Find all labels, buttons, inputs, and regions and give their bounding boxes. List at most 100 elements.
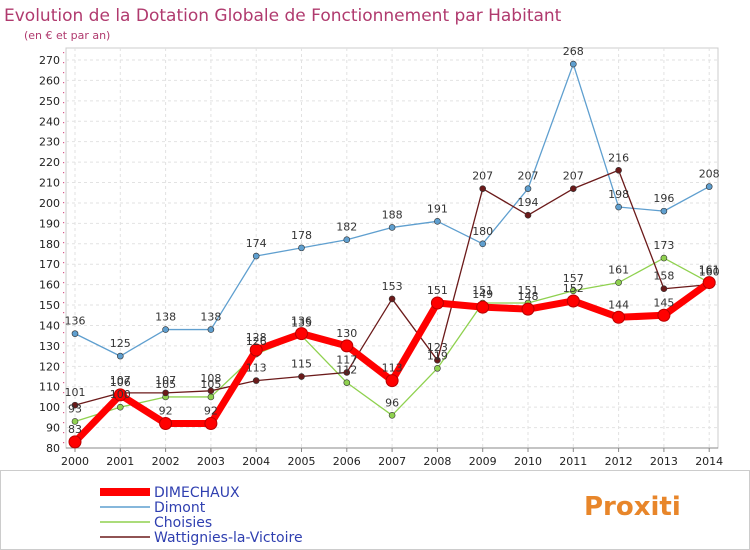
data-label-wattignies-la-victoire: 113 [246,362,267,375]
axis-dot [63,92,65,94]
data-point-wattignies-la-victoire [615,166,622,174]
data-label-choisies: 119 [427,349,448,362]
data-label-dimechaux: 161 [699,264,720,277]
axis-dot [63,352,65,354]
axis-dot [63,142,65,144]
data-point-dimont [660,207,668,215]
data-point-dimont [524,185,532,192]
data-point-choisies [71,418,79,425]
x-tick-label: 2012 [605,455,633,468]
data-label-wattignies-la-victoire: 107 [155,374,176,387]
axis-dot [63,182,65,184]
axis-dot [63,262,65,264]
axis-dot [63,162,65,164]
data-point-dimont [569,60,577,68]
data-point-choisies [434,365,441,372]
axis-dot [63,232,65,234]
data-point-wattignies-la-victoire [162,389,169,397]
data-point-dimechaux [68,435,82,449]
axis-dot [63,422,65,424]
data-label-dimont: 136 [65,315,86,328]
data-label-wattignies-la-victoire: 160 [699,266,720,279]
x-tick-label: 2013 [650,455,678,468]
series-layer [68,60,716,449]
data-label-dimont: 174 [246,237,267,250]
data-label-choisies: 96 [385,396,399,409]
data-label-wattignies-la-victoire: 107 [110,374,131,387]
data-label-dimechaux: 145 [653,296,674,309]
y-tick-label: 120 [39,360,60,373]
data-point-dimont [117,352,124,360]
axis-dot [63,332,65,334]
data-label-dimont: 182 [336,221,357,234]
data-label-dimechaux: 106 [110,376,131,389]
data-label-choisies: 100 [110,388,131,401]
data-label-wattignies-la-victoire: 153 [382,280,403,293]
legend-label-dimont: Dimont [154,500,206,516]
axis-dot [63,122,65,124]
data-point-dimechaux [476,300,490,314]
data-label-dimont: 208 [699,168,720,181]
data-label-dimechaux: 92 [204,404,218,417]
data-label-dimechaux: 144 [608,298,629,311]
data-point-wattignies-la-victoire [434,356,441,364]
x-tick-label: 2007 [378,455,406,468]
y-tick-label: 110 [39,381,60,394]
data-label-wattignies-la-victoire: 108 [200,372,221,385]
data-label-choisies: 105 [200,378,221,391]
data-point-dimechaux [521,302,535,316]
data-label-dimechaux: 113 [382,362,403,375]
legend: DIMECHAUXDimontChoisiesWattignies-la-Vic… [100,485,303,546]
data-label-dimont: 196 [653,192,674,205]
axis-dot [63,192,65,194]
x-tick-label: 2008 [423,455,451,468]
axis-dot [63,102,65,104]
x-tick-label: 2004 [242,455,270,468]
data-point-dimechaux [385,374,399,388]
data-label-dimont: 268 [563,45,584,58]
axis-dot [63,52,65,54]
axis-dot [63,112,65,114]
data-point-dimont [71,330,79,337]
axis-dot [63,342,65,344]
data-label-dimechaux: 151 [427,284,448,297]
axis-dot [63,442,65,444]
x-tick-label: 2003 [197,455,225,468]
data-label-dimechaux: 149 [472,288,493,301]
data-label-dimont: 188 [382,208,403,221]
data-point-dimont [343,236,351,244]
axis-dot [63,312,65,314]
axis-dot [63,212,65,214]
data-label-dimechaux: 130 [336,327,357,340]
axis-dot [63,152,65,154]
data-label-dimont: 125 [110,337,131,350]
x-tick-label: 2011 [559,455,587,468]
data-label-wattignies-la-victoire: 123 [427,341,448,354]
data-label-choisies: 126 [246,335,267,348]
data-label-choisies: 161 [608,264,629,277]
data-point-wattignies-la-victoire [524,211,532,219]
data-label-dimechaux: 136 [291,315,312,328]
axis-dot [63,222,65,224]
x-tick-label: 2005 [288,455,316,468]
axis-dot [63,382,65,384]
y-tick-label: 190 [39,217,60,230]
y-tick-label: 230 [39,136,60,149]
data-label-choisies: 173 [653,239,674,252]
data-label-dimont: 198 [608,188,629,201]
y-tick-label: 140 [39,319,60,332]
axis-dot [63,322,65,324]
axis-dot [63,292,65,294]
data-label-dimechaux: 83 [68,423,82,436]
x-tick-label: 2002 [152,455,180,468]
data-label-choisies: 151 [472,284,493,297]
data-label-wattignies-la-victoire: 117 [336,353,357,366]
data-point-dimechaux [204,416,218,430]
data-point-choisies [117,403,124,411]
data-point-choisies [207,393,215,401]
y-tick-label: 90 [46,422,60,435]
legend-label-dimechaux: DIMECHAUX [154,485,240,501]
data-point-dimechaux [430,296,444,310]
y-tick-label: 130 [39,340,60,353]
